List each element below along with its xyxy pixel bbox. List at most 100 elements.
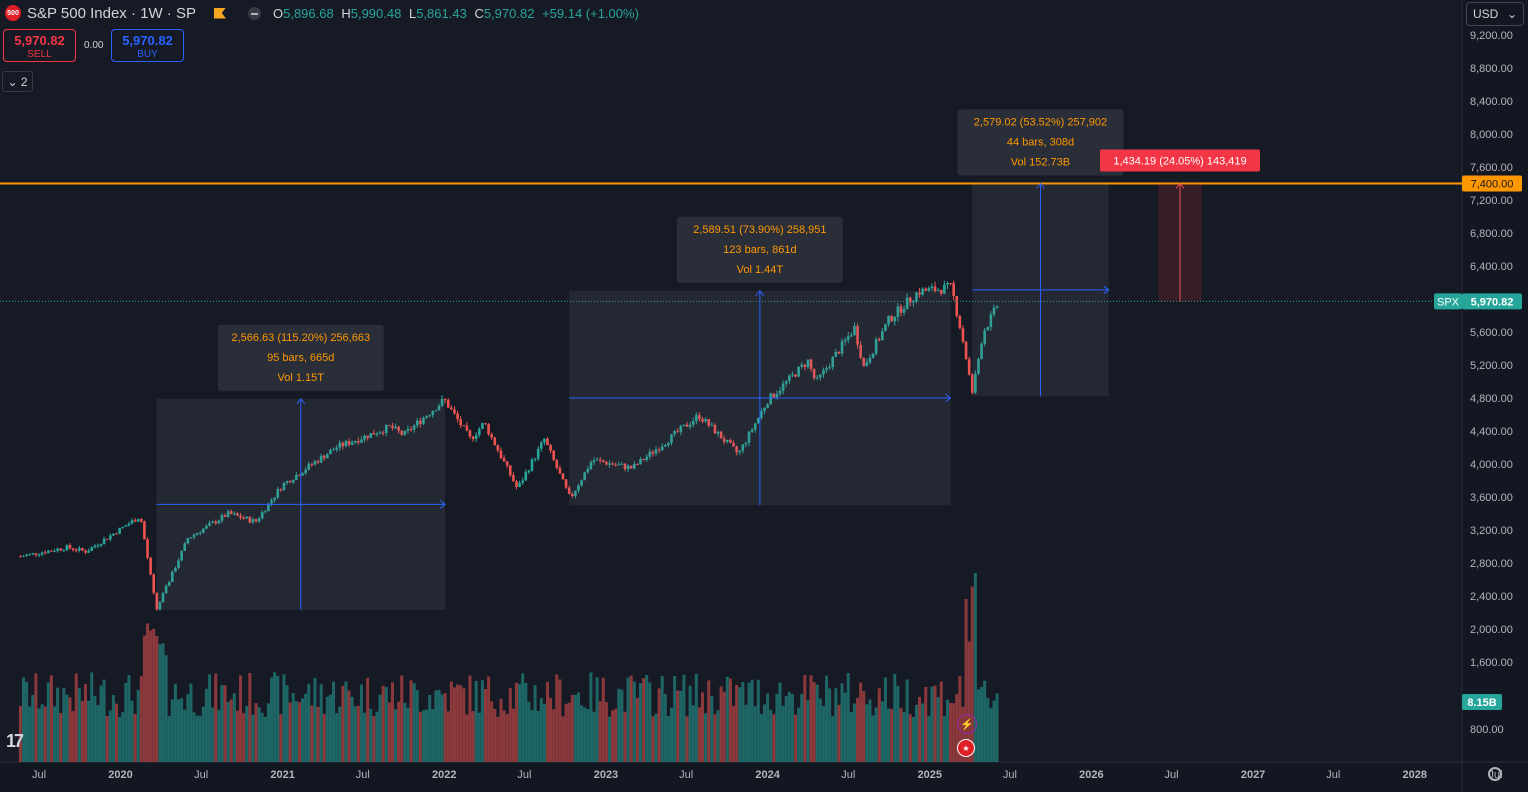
volume-bar (899, 708, 903, 762)
candle-body (291, 480, 295, 483)
candle-body (601, 460, 605, 463)
candle-body (434, 410, 438, 412)
candle-body (856, 326, 859, 345)
candle-body (921, 288, 924, 295)
spread-value: 0.00 (84, 40, 104, 51)
candle-body (239, 515, 242, 518)
ohlc-values: O5,896.68 H5,990.48 L5,861.43 C5,970.82 … (272, 5, 639, 21)
candle-body (890, 316, 893, 322)
price-tick-label: 9,200.00 (1470, 30, 1513, 42)
candle-body (939, 289, 943, 294)
candle-body (25, 554, 28, 557)
symbol-header: 500 S&P 500 Index · 1W · SP O5,896.68 H5… (0, 0, 643, 26)
volume-bar (220, 685, 224, 762)
volume-bar (251, 714, 255, 762)
symbol-title[interactable]: S&P 500 Index · 1W · SP (27, 4, 196, 22)
hide-legend-icon[interactable] (247, 6, 261, 20)
candle-body (233, 513, 236, 515)
candle-body (539, 442, 543, 449)
candle-body (471, 436, 475, 439)
arrow-head (439, 500, 446, 509)
price-tick-label: 4,400.00 (1470, 426, 1513, 438)
volume-bar (604, 702, 608, 762)
candle-body (691, 420, 695, 425)
volume-bar (611, 710, 615, 762)
volume-bar (177, 699, 181, 762)
volume-bar (536, 710, 540, 762)
currency-select[interactable]: USD ⌄ (1466, 2, 1524, 26)
volume-bar (626, 677, 630, 762)
volume-bar (332, 681, 336, 762)
price-tick-label: 6,800.00 (1470, 228, 1513, 240)
volume-bar (180, 698, 184, 762)
candle-body (205, 525, 208, 529)
volume-bar (639, 683, 643, 762)
candle-body (617, 464, 621, 466)
volume-bar (930, 686, 934, 762)
candle-body (298, 474, 301, 476)
candle-body (459, 419, 462, 426)
volume-bar (812, 682, 816, 762)
us-flag-icon[interactable]: ★ (957, 739, 975, 757)
candle-body (583, 472, 586, 481)
volume-bar (105, 716, 109, 762)
candle-body (902, 309, 906, 313)
candle-body (493, 437, 497, 446)
volume-bar (725, 676, 729, 762)
volume-bar (936, 697, 940, 762)
candle-body (440, 398, 444, 406)
candle-body (744, 442, 748, 445)
candle-body (223, 515, 227, 517)
volume-bar (173, 683, 177, 762)
volume-bar (744, 704, 748, 762)
gear-icon[interactable] (1488, 767, 1502, 781)
candle-body (335, 447, 338, 450)
lightning-icon[interactable]: ⚡ (957, 714, 977, 734)
candle-body (93, 545, 97, 548)
volume-bar (152, 628, 156, 762)
sell-button[interactable]: 5,970.82 SELL (3, 29, 76, 62)
candle-body (177, 560, 180, 568)
volume-bar (468, 675, 472, 762)
volume-bar (747, 682, 751, 762)
candle-body (167, 581, 171, 586)
tradingview-logo[interactable]: 17 (6, 731, 24, 751)
price-tick-label: 8,400.00 (1470, 96, 1513, 108)
candle-body (859, 344, 862, 358)
symbol-tag (1434, 293, 1462, 310)
candle-body (893, 317, 897, 322)
volume-bar (676, 690, 680, 762)
candle-body (115, 533, 118, 535)
indicators-toggle-button[interactable]: ⌄ 2 (2, 71, 33, 92)
volume-bar (449, 681, 453, 762)
time-tick-label: Jul (679, 769, 693, 781)
buy-button[interactable]: 5,970.82 BUY (111, 29, 184, 62)
volume-bar (477, 712, 481, 762)
volume-bar (325, 696, 329, 762)
volume-bar (620, 689, 624, 762)
candle-body (180, 550, 183, 561)
volume-bar (186, 694, 190, 762)
volume-bar (691, 705, 695, 762)
candle-body (698, 415, 701, 419)
volume-bar (942, 716, 946, 762)
candle-body (403, 430, 407, 435)
candle-body (152, 574, 156, 593)
volume-bar (446, 711, 450, 762)
volume-bar (694, 673, 698, 762)
candle-body (453, 409, 456, 414)
candle-body (577, 485, 580, 491)
volume-bar (372, 715, 376, 762)
volume-bar (387, 702, 391, 762)
volume-bar (356, 705, 360, 762)
candle-body (595, 459, 599, 461)
flag-icon[interactable] (213, 7, 226, 19)
volume-bar (350, 696, 354, 762)
volume-bar (924, 686, 928, 762)
volume-bar (189, 683, 193, 762)
candle-body (322, 455, 326, 459)
candle-body (977, 358, 980, 374)
volume-bar (763, 704, 767, 762)
candle-body (530, 459, 534, 471)
